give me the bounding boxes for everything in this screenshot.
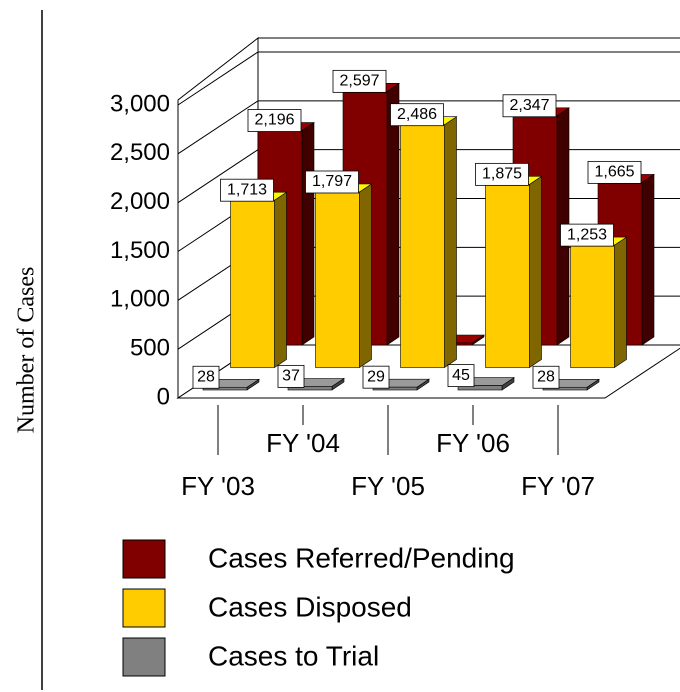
value-label: 28 bbox=[197, 368, 215, 385]
value-label: 2,196 bbox=[254, 112, 294, 129]
value-label: 29 bbox=[367, 368, 385, 385]
value-label-box bbox=[587, 160, 642, 184]
value-label: 37 bbox=[282, 368, 300, 385]
value-label: 2,597 bbox=[339, 73, 379, 90]
bar-side bbox=[274, 191, 287, 369]
bar-front bbox=[287, 386, 333, 391]
bar-side bbox=[301, 121, 315, 346]
bar-side bbox=[529, 175, 542, 369]
bar-front bbox=[485, 184, 530, 368]
bar-side bbox=[359, 183, 372, 369]
value-label-box bbox=[390, 103, 444, 127]
value-label: 1,253 bbox=[567, 226, 607, 243]
value-label-box bbox=[447, 364, 475, 388]
bar-front bbox=[400, 124, 445, 368]
bar bbox=[484, 175, 543, 369]
x-tick-label: FY '07 bbox=[521, 471, 595, 501]
value-label-box bbox=[247, 109, 302, 132]
value-label: 1,665 bbox=[594, 164, 634, 181]
bar bbox=[569, 236, 628, 369]
bar-side bbox=[641, 173, 655, 346]
y-axis-label: Number of Cases bbox=[14, 267, 40, 434]
value-label: 1,713 bbox=[227, 181, 267, 198]
value-label-box bbox=[532, 365, 560, 389]
bar-front bbox=[457, 385, 503, 391]
value-label: 45 bbox=[452, 367, 470, 384]
y-tick-label: 2,500 bbox=[110, 139, 170, 166]
x-tick-label: FY '04 bbox=[266, 428, 340, 458]
bar-front bbox=[230, 199, 275, 368]
y-tick-label: 0 bbox=[157, 383, 170, 410]
value-label-box bbox=[277, 364, 305, 388]
x-tick-label: FY '06 bbox=[436, 428, 510, 458]
x-tick-label: FY '03 bbox=[181, 471, 255, 501]
y-tick-label: 1,000 bbox=[110, 286, 170, 313]
value-label-box bbox=[362, 365, 390, 389]
value-label-box bbox=[305, 170, 359, 194]
legend-swatch bbox=[122, 637, 166, 677]
value-label-box bbox=[560, 223, 614, 247]
y-tick-label: 3,000 bbox=[110, 90, 170, 117]
legend-swatch bbox=[122, 539, 166, 579]
y-tick-label: 2,000 bbox=[110, 188, 170, 215]
legend-label: Cases Disposed bbox=[208, 591, 412, 622]
legend-label: Cases Referred/Pending bbox=[208, 542, 515, 573]
bar-front bbox=[372, 386, 418, 391]
value-label-box bbox=[220, 178, 274, 202]
bar-side bbox=[444, 116, 457, 369]
grid-line bbox=[177, 51, 680, 106]
bar bbox=[399, 116, 458, 369]
value-label-box bbox=[475, 162, 529, 186]
legend-label: Cases to Trial bbox=[208, 640, 379, 671]
value-label-box bbox=[192, 365, 220, 389]
value-label-box bbox=[332, 69, 387, 93]
bar-front bbox=[570, 244, 615, 368]
value-label: 1,875 bbox=[482, 166, 522, 183]
legend-swatch bbox=[122, 588, 166, 628]
y-tick-label: 500 bbox=[130, 335, 170, 362]
y-tick-label: 1,500 bbox=[110, 237, 170, 264]
bar bbox=[229, 191, 288, 369]
value-label-box bbox=[502, 94, 557, 118]
value-label: 2,486 bbox=[397, 106, 437, 123]
x-tick-label: FY '05 bbox=[351, 471, 425, 501]
bar-front bbox=[315, 191, 360, 368]
value-label: 1,797 bbox=[312, 173, 352, 190]
value-label: 28 bbox=[537, 368, 555, 385]
value-label: 2,347 bbox=[509, 97, 549, 114]
bar bbox=[314, 183, 373, 369]
bar-side bbox=[614, 236, 627, 369]
